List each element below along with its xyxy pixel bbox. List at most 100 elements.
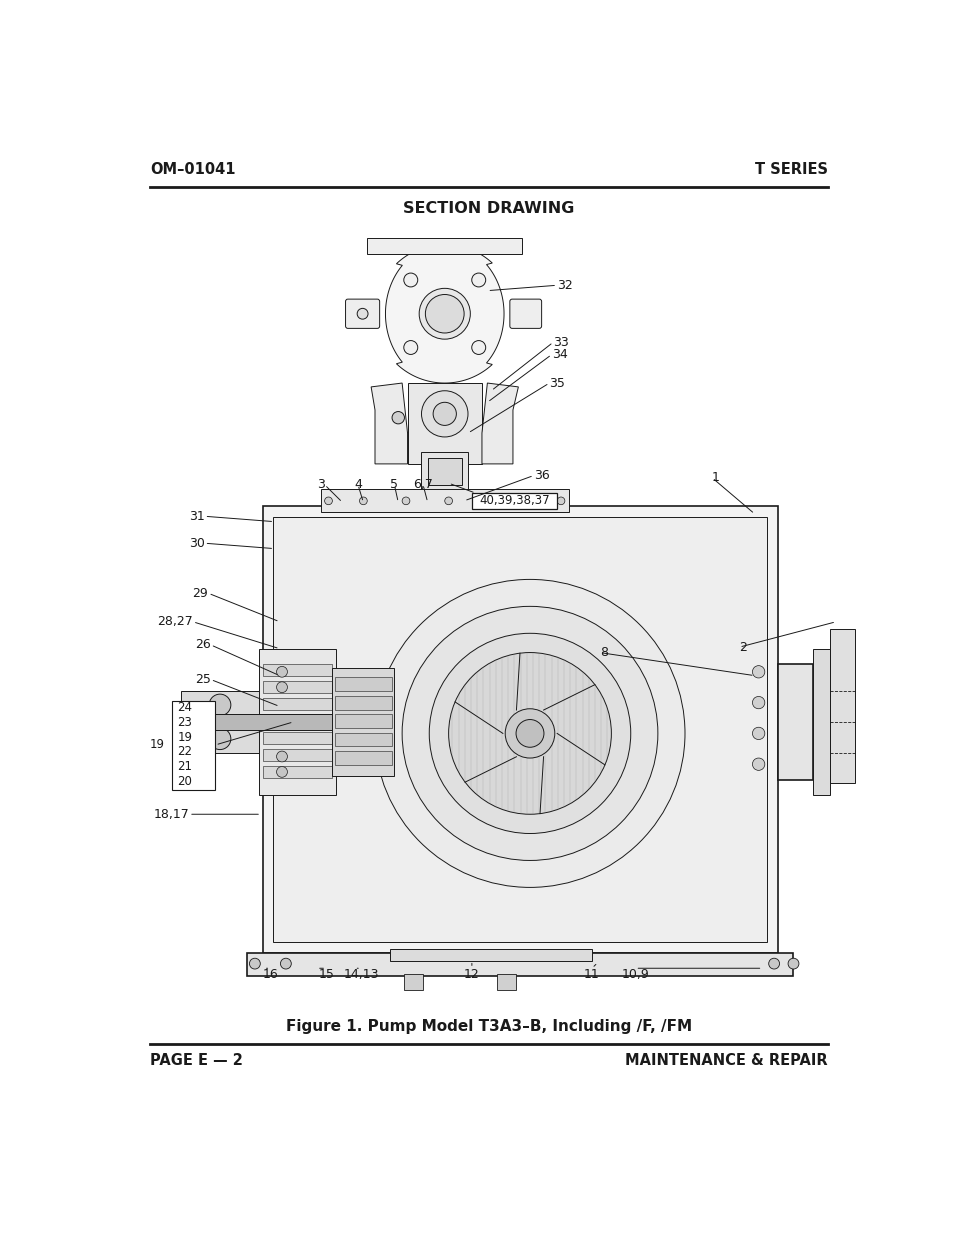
Bar bbox=[247, 953, 793, 976]
Text: 31: 31 bbox=[189, 510, 204, 522]
Circle shape bbox=[471, 341, 485, 354]
Circle shape bbox=[209, 694, 231, 716]
Text: 20: 20 bbox=[177, 774, 193, 788]
Circle shape bbox=[525, 496, 534, 505]
Text: 12: 12 bbox=[463, 968, 479, 982]
Circle shape bbox=[276, 682, 287, 693]
Bar bbox=[497, 974, 516, 989]
Bar bbox=[335, 732, 392, 746]
Bar bbox=[778, 664, 812, 779]
Circle shape bbox=[429, 634, 630, 834]
Text: 35: 35 bbox=[549, 377, 565, 389]
Circle shape bbox=[752, 758, 764, 771]
Text: OM–01041: OM–01041 bbox=[150, 162, 235, 178]
Circle shape bbox=[402, 606, 658, 861]
Circle shape bbox=[356, 309, 368, 319]
Text: 29: 29 bbox=[193, 587, 208, 600]
Bar bbox=[335, 751, 392, 764]
Text: 11: 11 bbox=[583, 968, 599, 982]
Bar bbox=[424, 490, 464, 506]
Text: 26: 26 bbox=[194, 638, 211, 651]
Circle shape bbox=[276, 667, 287, 677]
Circle shape bbox=[752, 697, 764, 709]
Text: 4: 4 bbox=[354, 478, 361, 492]
Text: T SERIES: T SERIES bbox=[754, 162, 827, 178]
Text: 28,27: 28,27 bbox=[157, 615, 193, 629]
Bar bbox=[181, 692, 262, 752]
Circle shape bbox=[375, 579, 684, 888]
Circle shape bbox=[418, 288, 470, 340]
Text: 21: 21 bbox=[177, 760, 193, 773]
Circle shape bbox=[752, 666, 764, 678]
Bar bbox=[274, 517, 766, 942]
FancyBboxPatch shape bbox=[345, 299, 379, 329]
Text: 32: 32 bbox=[557, 279, 572, 291]
Text: 22: 22 bbox=[177, 746, 193, 758]
Text: 14,13: 14,13 bbox=[343, 968, 378, 982]
Circle shape bbox=[403, 273, 417, 287]
Text: 19: 19 bbox=[177, 731, 193, 743]
Text: 1: 1 bbox=[711, 472, 720, 484]
Circle shape bbox=[787, 958, 798, 969]
Text: 10,9: 10,9 bbox=[620, 968, 649, 982]
Polygon shape bbox=[385, 245, 503, 383]
Bar bbox=[335, 677, 392, 692]
Circle shape bbox=[276, 751, 287, 762]
Circle shape bbox=[487, 496, 495, 505]
Circle shape bbox=[276, 767, 287, 777]
FancyBboxPatch shape bbox=[509, 299, 541, 329]
Bar bbox=[262, 748, 332, 761]
Bar bbox=[262, 698, 332, 710]
Bar bbox=[262, 732, 332, 745]
Circle shape bbox=[768, 958, 779, 969]
Text: PAGE E — 2: PAGE E — 2 bbox=[150, 1053, 243, 1068]
Polygon shape bbox=[371, 383, 407, 464]
Bar bbox=[335, 714, 392, 727]
Circle shape bbox=[359, 496, 367, 505]
Polygon shape bbox=[829, 630, 855, 783]
Bar bbox=[262, 664, 332, 677]
Text: 3: 3 bbox=[316, 478, 324, 492]
Text: 5: 5 bbox=[390, 478, 398, 492]
Circle shape bbox=[280, 958, 291, 969]
Circle shape bbox=[433, 403, 456, 425]
Bar bbox=[472, 493, 557, 509]
Bar bbox=[262, 680, 332, 693]
Bar bbox=[335, 695, 392, 710]
Text: 23: 23 bbox=[177, 716, 193, 729]
Bar bbox=[812, 648, 829, 795]
Text: 8: 8 bbox=[599, 646, 607, 659]
Bar bbox=[262, 766, 332, 778]
Text: 24: 24 bbox=[177, 701, 193, 715]
Circle shape bbox=[471, 273, 485, 287]
Circle shape bbox=[324, 496, 332, 505]
Polygon shape bbox=[481, 383, 517, 464]
Bar bbox=[390, 948, 592, 961]
Circle shape bbox=[209, 727, 231, 750]
Text: 16: 16 bbox=[262, 968, 278, 982]
Bar bbox=[262, 715, 332, 727]
Circle shape bbox=[444, 496, 452, 505]
Text: 40,39,38,37: 40,39,38,37 bbox=[478, 494, 549, 508]
Bar bbox=[407, 383, 481, 464]
Text: 2: 2 bbox=[739, 641, 746, 653]
Bar bbox=[332, 668, 394, 776]
Circle shape bbox=[752, 727, 764, 740]
Bar bbox=[427, 458, 461, 484]
Circle shape bbox=[403, 341, 417, 354]
Text: 36: 36 bbox=[534, 469, 549, 482]
Bar bbox=[181, 714, 335, 730]
Bar bbox=[262, 506, 778, 953]
Text: 30: 30 bbox=[189, 537, 204, 550]
Text: 18,17: 18,17 bbox=[153, 808, 189, 821]
Text: 19: 19 bbox=[149, 739, 164, 751]
Text: 34: 34 bbox=[551, 348, 567, 361]
Text: Figure 1. Pump Model T3A3–B, Including /F, /FM: Figure 1. Pump Model T3A3–B, Including /… bbox=[286, 1019, 691, 1034]
Circle shape bbox=[516, 720, 543, 747]
Bar bbox=[404, 974, 422, 989]
Circle shape bbox=[402, 496, 410, 505]
Bar bbox=[172, 701, 215, 789]
Bar bbox=[320, 489, 568, 513]
Bar bbox=[258, 648, 335, 795]
Text: SECTION DRAWING: SECTION DRAWING bbox=[403, 201, 574, 216]
